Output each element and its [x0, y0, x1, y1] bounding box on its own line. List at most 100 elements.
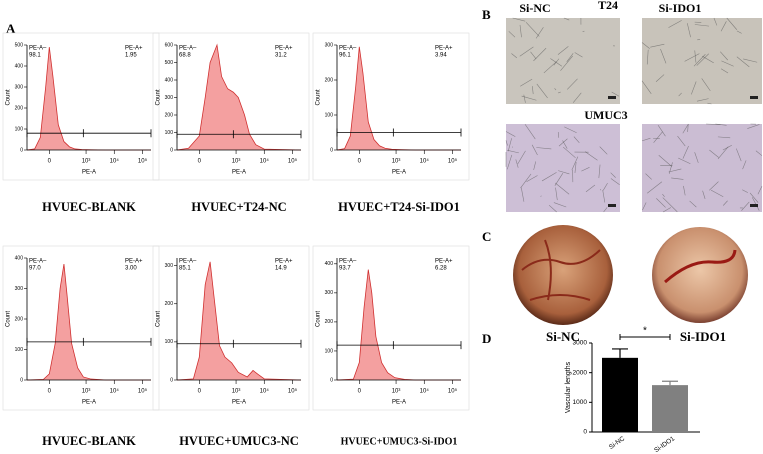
texture — [749, 192, 759, 203]
texture — [520, 173, 532, 189]
histogram-line — [176, 261, 302, 381]
x-tick-label: 10⁵ — [138, 158, 148, 165]
x-tick-label: 0 — [198, 389, 202, 395]
gate-value: 31.2 — [275, 53, 287, 59]
texture — [574, 161, 577, 173]
texture — [641, 80, 652, 94]
texture — [519, 24, 522, 38]
texture — [678, 92, 682, 97]
y-tick-label: 300 — [165, 95, 174, 101]
texture — [554, 88, 557, 91]
texture — [650, 43, 665, 48]
y-tick-label: 600 — [165, 42, 174, 48]
texture — [532, 86, 534, 95]
texture — [603, 182, 608, 191]
histogram-fill — [337, 46, 461, 150]
panel-caption: HVUEC+UMUC3-NC — [179, 434, 299, 448]
x-tick-label: 10³ — [82, 389, 91, 395]
histogram-line — [26, 264, 151, 381]
error-bar — [662, 380, 678, 386]
texture — [555, 182, 570, 195]
texture — [678, 157, 691, 164]
y-axis-label: Count — [156, 89, 162, 105]
texture — [523, 94, 526, 103]
y-tick-label: 400 — [15, 255, 24, 261]
x-tick-label: 10³ — [392, 389, 401, 395]
texture — [555, 187, 558, 201]
texture — [519, 46, 534, 57]
texture — [660, 48, 667, 64]
y-tick-label: 400 — [165, 77, 174, 83]
y-tick-label: 0 — [170, 147, 173, 153]
texture — [655, 74, 665, 82]
texture — [553, 202, 567, 208]
panel-frame — [312, 32, 470, 181]
texture — [530, 51, 537, 60]
texture — [657, 124, 666, 137]
texture — [558, 170, 570, 175]
texture — [536, 147, 552, 150]
x-tick-label: 10⁴ — [110, 388, 120, 395]
x-tick-label: 10⁵ — [288, 388, 298, 395]
texture — [662, 193, 665, 197]
texture — [536, 83, 548, 99]
texture — [558, 138, 568, 147]
y-tick-label: 2000 — [573, 369, 588, 376]
column-label: Si-IDO1 — [680, 329, 726, 344]
texture — [694, 50, 697, 63]
texture — [742, 160, 747, 170]
texture — [646, 49, 649, 65]
x-tick-label: 10⁴ — [260, 388, 270, 395]
texture — [599, 146, 608, 155]
texture — [656, 198, 666, 208]
texture — [694, 24, 710, 27]
error-bar — [612, 348, 628, 358]
row-title: UMUC3 — [584, 108, 627, 122]
texture — [736, 30, 742, 34]
texture — [506, 154, 513, 170]
texture — [710, 189, 724, 198]
y-tick-label: 100 — [15, 126, 24, 132]
y-tick-label: 0 — [20, 377, 23, 383]
texture — [684, 53, 700, 62]
texture — [662, 207, 672, 213]
y-tick-label: 0 — [330, 147, 333, 153]
y-axis-label: Count — [316, 311, 322, 327]
y-tick-label: 200 — [15, 105, 24, 111]
gate-name: PE-A+ — [125, 46, 143, 52]
texture — [668, 168, 682, 173]
x-axis-label: PE-A — [82, 170, 96, 176]
x-axis-label: PE-A — [392, 170, 406, 176]
texture — [610, 178, 620, 185]
texture — [524, 124, 536, 140]
y-tick-label: 200 — [325, 77, 334, 83]
gate-name: PE-A+ — [275, 46, 293, 52]
panel-frame — [152, 245, 310, 411]
texture — [743, 58, 758, 63]
histogram-fill — [337, 269, 461, 380]
y-tick-label: 100 — [165, 339, 174, 345]
texture — [645, 173, 652, 180]
x-axis-label: PE-A — [82, 400, 96, 406]
x-tick-label: 10⁴ — [420, 388, 430, 395]
texture — [508, 31, 516, 38]
texture — [560, 55, 574, 71]
texture — [720, 51, 729, 61]
gate-name: PE-A+ — [275, 259, 293, 265]
texture — [702, 55, 714, 64]
texture — [709, 181, 719, 191]
texture — [757, 186, 763, 195]
y-tick-label: 3000 — [573, 340, 588, 347]
texture — [581, 167, 590, 172]
cam-image — [652, 227, 748, 323]
texture — [736, 56, 750, 68]
x-tick-label: 0 — [48, 159, 52, 165]
scale-bar — [750, 96, 758, 99]
x-tick-label: 10⁴ — [110, 158, 120, 165]
micrographs — [505, 17, 763, 213]
x-tick-label: 0 — [358, 389, 362, 395]
texture — [610, 172, 616, 178]
texture — [677, 135, 686, 147]
y-tick-label: 100 — [325, 112, 334, 118]
texture — [602, 190, 606, 203]
